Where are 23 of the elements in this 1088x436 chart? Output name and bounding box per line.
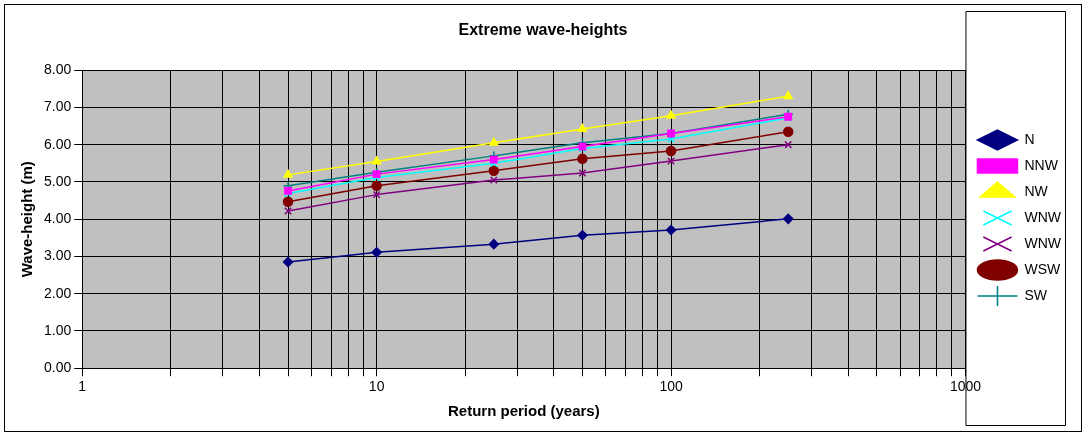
- y-tick-label: 5.00: [44, 172, 72, 189]
- legend-label: WNW: [1024, 208, 1062, 225]
- x-axis-title: Return period (years): [448, 402, 600, 420]
- x-tick-label: 10: [368, 378, 385, 395]
- legend-label: WSW: [1024, 260, 1062, 277]
- y-tick-label: 3.00: [44, 247, 72, 264]
- legend-label: SW: [1024, 286, 1048, 303]
- legend-label: NW: [1024, 182, 1049, 199]
- legend-label: WNW: [1024, 234, 1062, 251]
- x-tick-label: 1000: [949, 378, 982, 395]
- legend-label: NNW: [1024, 156, 1059, 173]
- x-tick-label: 100: [659, 378, 683, 395]
- y-tick-label: 8.00: [44, 61, 72, 78]
- legend-label: N: [1024, 130, 1035, 147]
- y-tick-label: 2.00: [44, 284, 72, 301]
- y-tick-label: 7.00: [44, 98, 72, 115]
- y-tick-label: 0.00: [44, 359, 72, 376]
- x-tick-label: 1: [78, 378, 87, 395]
- y-tick-label: 1.00: [44, 321, 72, 338]
- y-tick-label: 6.00: [44, 135, 72, 152]
- chart-title: Extreme wave-heights: [458, 21, 628, 39]
- y-axis-title: Wave-height (m): [18, 161, 36, 278]
- y-tick-label: 4.00: [44, 210, 72, 227]
